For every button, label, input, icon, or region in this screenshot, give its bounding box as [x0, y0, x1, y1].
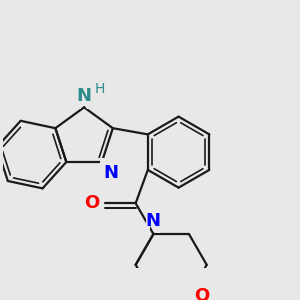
Text: N: N — [98, 158, 117, 178]
Text: O: O — [85, 194, 100, 212]
Text: N: N — [75, 93, 93, 112]
Text: N: N — [76, 86, 92, 104]
Text: N: N — [144, 218, 163, 238]
Text: N: N — [145, 212, 160, 230]
Text: O: O — [80, 193, 99, 213]
Text: H: H — [94, 82, 105, 96]
Text: N: N — [104, 164, 119, 182]
Text: O: O — [195, 286, 214, 300]
Text: O: O — [195, 287, 210, 300]
